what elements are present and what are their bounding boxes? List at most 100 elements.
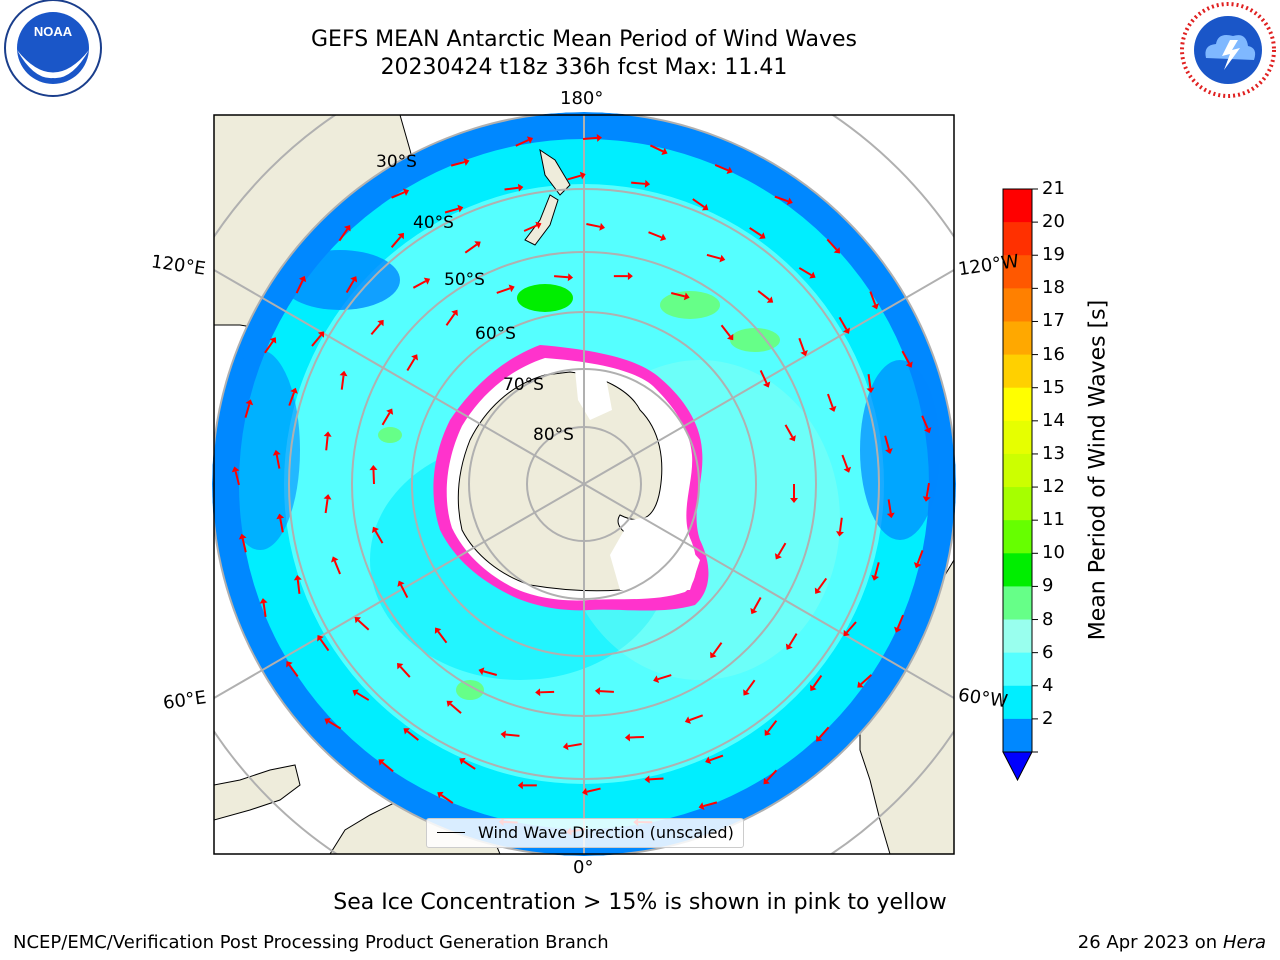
wind-arrow-shaft — [838, 316, 848, 331]
wind-arrow-head — [457, 204, 464, 213]
wind-arrow-shaft — [515, 139, 529, 147]
colorbar-band — [1003, 487, 1032, 521]
wind-arrow-shaft — [275, 454, 281, 469]
wind-arrow-head — [245, 399, 254, 406]
colorbar-band — [1003, 718, 1032, 753]
wind-arrow-shaft — [766, 769, 778, 782]
wind-arrow-shaft — [826, 393, 834, 408]
wind-arrow-shaft — [264, 340, 274, 354]
wind-arrow-head — [596, 133, 603, 142]
wind-arrow-shaft — [288, 392, 295, 406]
colorbar-band — [1003, 321, 1032, 356]
wind-arrow-head — [684, 716, 691, 724]
wind-arrow-head — [259, 598, 268, 604]
wind-arrow-head — [698, 802, 705, 810]
wind-arrow-shaft — [767, 720, 778, 733]
wind-arrow-shaft — [505, 733, 520, 737]
map-border — [213, 114, 955, 855]
wind-arrow-head — [833, 247, 841, 254]
wind-arrow-shaft — [749, 227, 762, 237]
wind-arrow-head — [905, 361, 913, 368]
wind-arrow-shaft — [244, 403, 251, 418]
colorbar-tick-label: 17 — [1042, 310, 1065, 332]
wind-arrow-head — [451, 309, 458, 317]
wind-arrow-shaft — [567, 743, 582, 748]
wind-arrow-shaft — [838, 517, 843, 532]
wind-arrow-shaft — [462, 760, 476, 770]
wind-arrow-shaft — [884, 435, 890, 450]
wind-arrow-head — [535, 688, 541, 697]
wind-arrow-head — [567, 273, 574, 282]
wind-arrow-head — [403, 728, 410, 735]
wind-arrow-shaft — [328, 720, 342, 730]
wave-period-patch — [730, 328, 780, 352]
wind-arrow-head — [710, 651, 717, 659]
wind-arrow-head — [535, 221, 542, 230]
lat-label-70s: 70°S — [503, 375, 544, 395]
colorbar-band — [1003, 420, 1032, 455]
wind-arrow-shaft — [279, 518, 284, 533]
wind-arrow-head — [719, 254, 726, 263]
chart-subtitle: 20230424 t18z 336h fcst Max: 11.41 — [380, 55, 788, 80]
colorbar-tick-label: 10 — [1042, 542, 1065, 564]
wind-arrow-shaft — [921, 415, 929, 430]
wind-arrow-shaft — [234, 471, 240, 486]
wind-arrow-head — [434, 627, 442, 634]
wind-arrow-shaft — [599, 690, 614, 693]
wind-arrow-head — [369, 465, 378, 471]
colorbar-label: Mean Period of Wind Waves [s] — [1085, 299, 1111, 641]
wind-arrow-head — [599, 222, 605, 231]
wind-arrow-head — [286, 661, 293, 668]
wind-arrow-shaft — [406, 730, 419, 741]
lat-label-40s: 40°S — [413, 213, 454, 233]
wind-arrow-shaft — [896, 614, 905, 629]
wave-period-patch — [378, 427, 402, 443]
wind-arrow-shaft — [869, 291, 877, 306]
wind-arrow-head — [474, 241, 481, 248]
wind-arrow-head — [843, 466, 852, 473]
wind-arrow-shaft — [692, 198, 705, 208]
wind-arrow-head — [339, 370, 348, 377]
lat-label-60s: 60°S — [475, 324, 516, 344]
lat-label-50s: 50°S — [444, 270, 485, 290]
wind-arrow-shaft — [788, 633, 798, 647]
colorbar-tick-label: 2 — [1042, 707, 1054, 729]
colorbar-band — [1003, 222, 1032, 256]
noaa-logo-text: NOAA — [34, 24, 73, 39]
wind-arrow-shaft — [916, 550, 924, 564]
wind-arrow-shaft — [860, 674, 873, 686]
wind-arrow-shaft — [657, 674, 672, 681]
footer-organization: NCEP/EMC/Verification Post Processing Pr… — [13, 932, 609, 953]
wind-arrow-shaft — [356, 691, 370, 701]
wind-arrow-shaft — [567, 174, 582, 181]
wind-arrow-shaft — [649, 144, 664, 153]
wind-arrow-shaft — [295, 280, 304, 294]
ice-shelf — [610, 515, 700, 590]
wind-arrow-head — [463, 158, 470, 166]
wind-arrow-shaft — [720, 324, 731, 337]
wind-arrow-shaft — [709, 754, 724, 762]
lon-label-180: 180° — [560, 88, 604, 109]
wind-arrow-head — [378, 759, 385, 766]
wind-arrow-head — [726, 166, 733, 175]
wind-arrow-head — [238, 533, 247, 540]
wind-arrow-shaft — [374, 530, 384, 544]
wind-arrow-shaft — [370, 323, 382, 335]
wind-arrow-head — [788, 435, 796, 442]
wind-arrow-head — [352, 689, 359, 697]
wind-arrow-head — [231, 466, 240, 473]
legend-line-sample — [437, 832, 465, 833]
wind-arrow-head — [871, 574, 880, 581]
wind-arrow-head — [790, 498, 798, 503]
wind-arrow-shaft — [399, 665, 411, 678]
wind-arrow-head — [397, 662, 404, 670]
colorbar-band — [1003, 354, 1032, 389]
wind-arrow-shaft — [714, 163, 729, 172]
colorbar-band — [1003, 453, 1032, 488]
wind-arrow-head — [272, 449, 281, 456]
wave-period-patch — [660, 291, 720, 319]
wind-arrow-head — [582, 787, 588, 796]
wind-arrow-head — [354, 616, 361, 624]
wind-arrow-shaft — [449, 703, 462, 714]
wind-arrow-head — [743, 689, 750, 696]
